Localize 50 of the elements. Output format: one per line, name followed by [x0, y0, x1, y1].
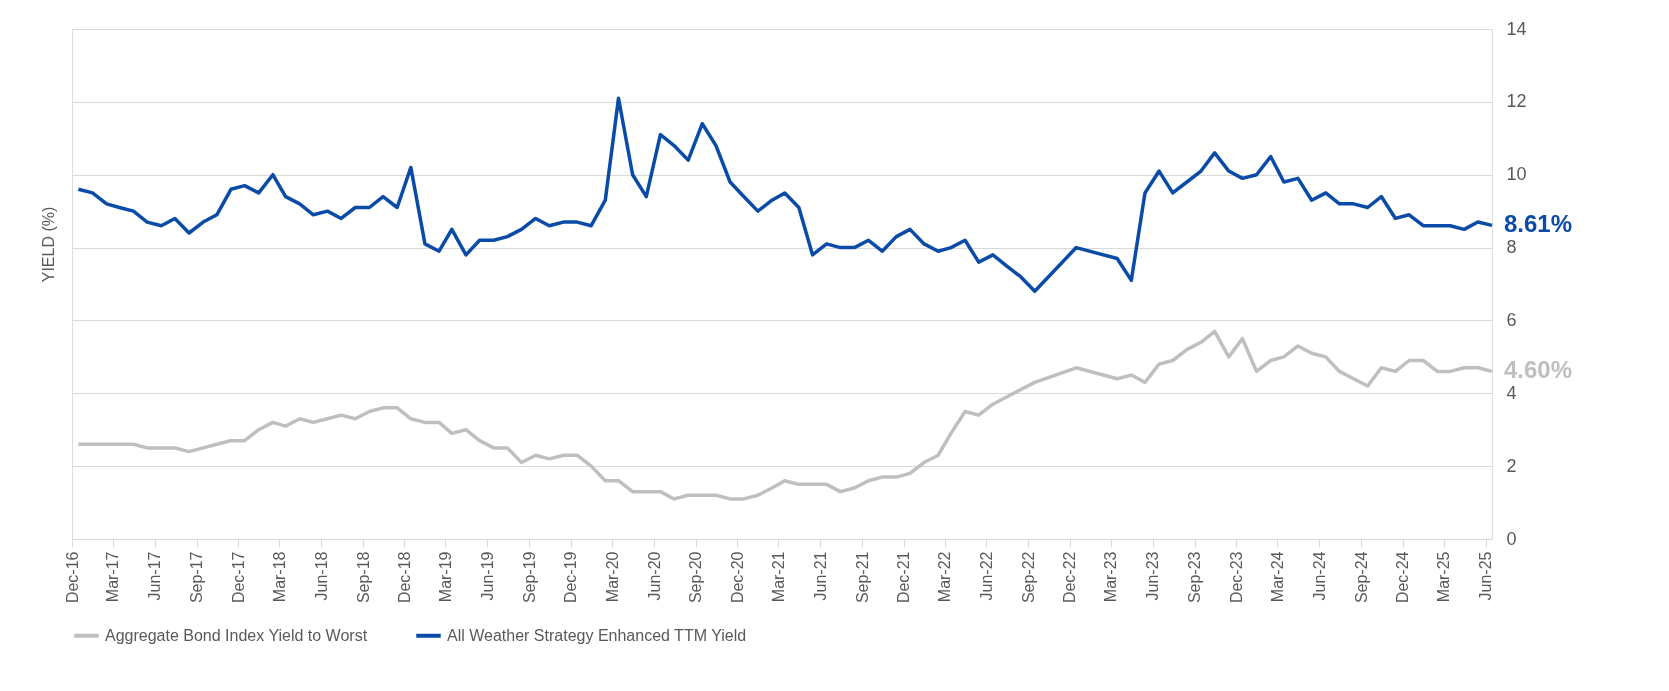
- x-tick-label: Dec-21: [895, 551, 913, 604]
- x-tick-label: Dec-22: [1061, 551, 1079, 604]
- x-tick-label: Mar-18: [270, 551, 288, 603]
- y-tick-label: 14: [1506, 18, 1527, 39]
- x-tick-label: Mar-24: [1269, 551, 1286, 603]
- x-tick-label: Dec-20: [728, 551, 746, 604]
- x-tick-label: Mar-23: [1102, 551, 1120, 603]
- x-tick-label: Dec-19: [562, 551, 580, 604]
- x-tick-label: Sep-18: [354, 551, 372, 604]
- x-tick-label: Jun-25: [1477, 551, 1495, 601]
- x-tick-label: Mar-19: [436, 551, 454, 603]
- x-tick-label: Jun-20: [645, 551, 663, 601]
- x-tick-label: Sep-17: [188, 551, 206, 604]
- x-tick-label: Sep-19: [520, 551, 538, 604]
- data-label: 8.61%: [1504, 210, 1573, 238]
- data-label: 4.60%: [1504, 356, 1573, 384]
- x-tick-label: Dec-16: [63, 551, 81, 604]
- line-series: [76, 329, 1494, 501]
- x-tick-label: Sep-20: [687, 551, 705, 604]
- x-tick-label: Jun-21: [811, 551, 829, 601]
- x-tick-label: Dec-18: [395, 551, 413, 604]
- y-tick-label: 10: [1506, 164, 1527, 185]
- x-tick-label: Jun-19: [478, 551, 496, 601]
- x-tick-label: Dec-23: [1227, 551, 1245, 604]
- x-tick-label: Jun-22: [977, 551, 995, 601]
- x-tick-label: Mar-25: [1435, 551, 1453, 603]
- y-tick-label: 4: [1506, 382, 1517, 403]
- legend-label: All Weather Strategy Enhanced TTM Yield: [447, 626, 747, 644]
- x-tick-label: Jun-23: [1144, 551, 1162, 601]
- x-tick-label: Jun-18: [312, 551, 330, 601]
- y-tick-label: 0: [1506, 528, 1517, 549]
- y-axis-title: YIELD (%): [39, 206, 57, 283]
- x-tick-label: Mar-21: [769, 551, 787, 603]
- x-tick-label: Jun-17: [146, 551, 164, 601]
- x-tick-label: Mar-17: [104, 551, 122, 603]
- y-tick-label: 8: [1506, 237, 1517, 258]
- x-tick-label: Dec-17: [229, 551, 247, 604]
- y-tick-label: 2: [1506, 455, 1517, 476]
- x-tick-label: Sep-24: [1352, 551, 1370, 604]
- x-tick-label: Dec-24: [1394, 551, 1412, 604]
- x-tick-label: Mar-22: [936, 551, 954, 603]
- y-tick-label: 12: [1506, 91, 1527, 112]
- x-tick-label: Jun-24: [1310, 551, 1328, 601]
- x-tick-label: Sep-21: [853, 551, 871, 604]
- x-tick-label: Sep-23: [1186, 551, 1204, 604]
- line-series: [76, 96, 1494, 294]
- y-tick-label: 6: [1506, 309, 1517, 330]
- x-tick-label: Mar-20: [603, 551, 621, 603]
- legend-label: Aggregate Bond Index Yield to Worst: [105, 626, 368, 644]
- x-tick-label: Sep-22: [1019, 551, 1037, 604]
